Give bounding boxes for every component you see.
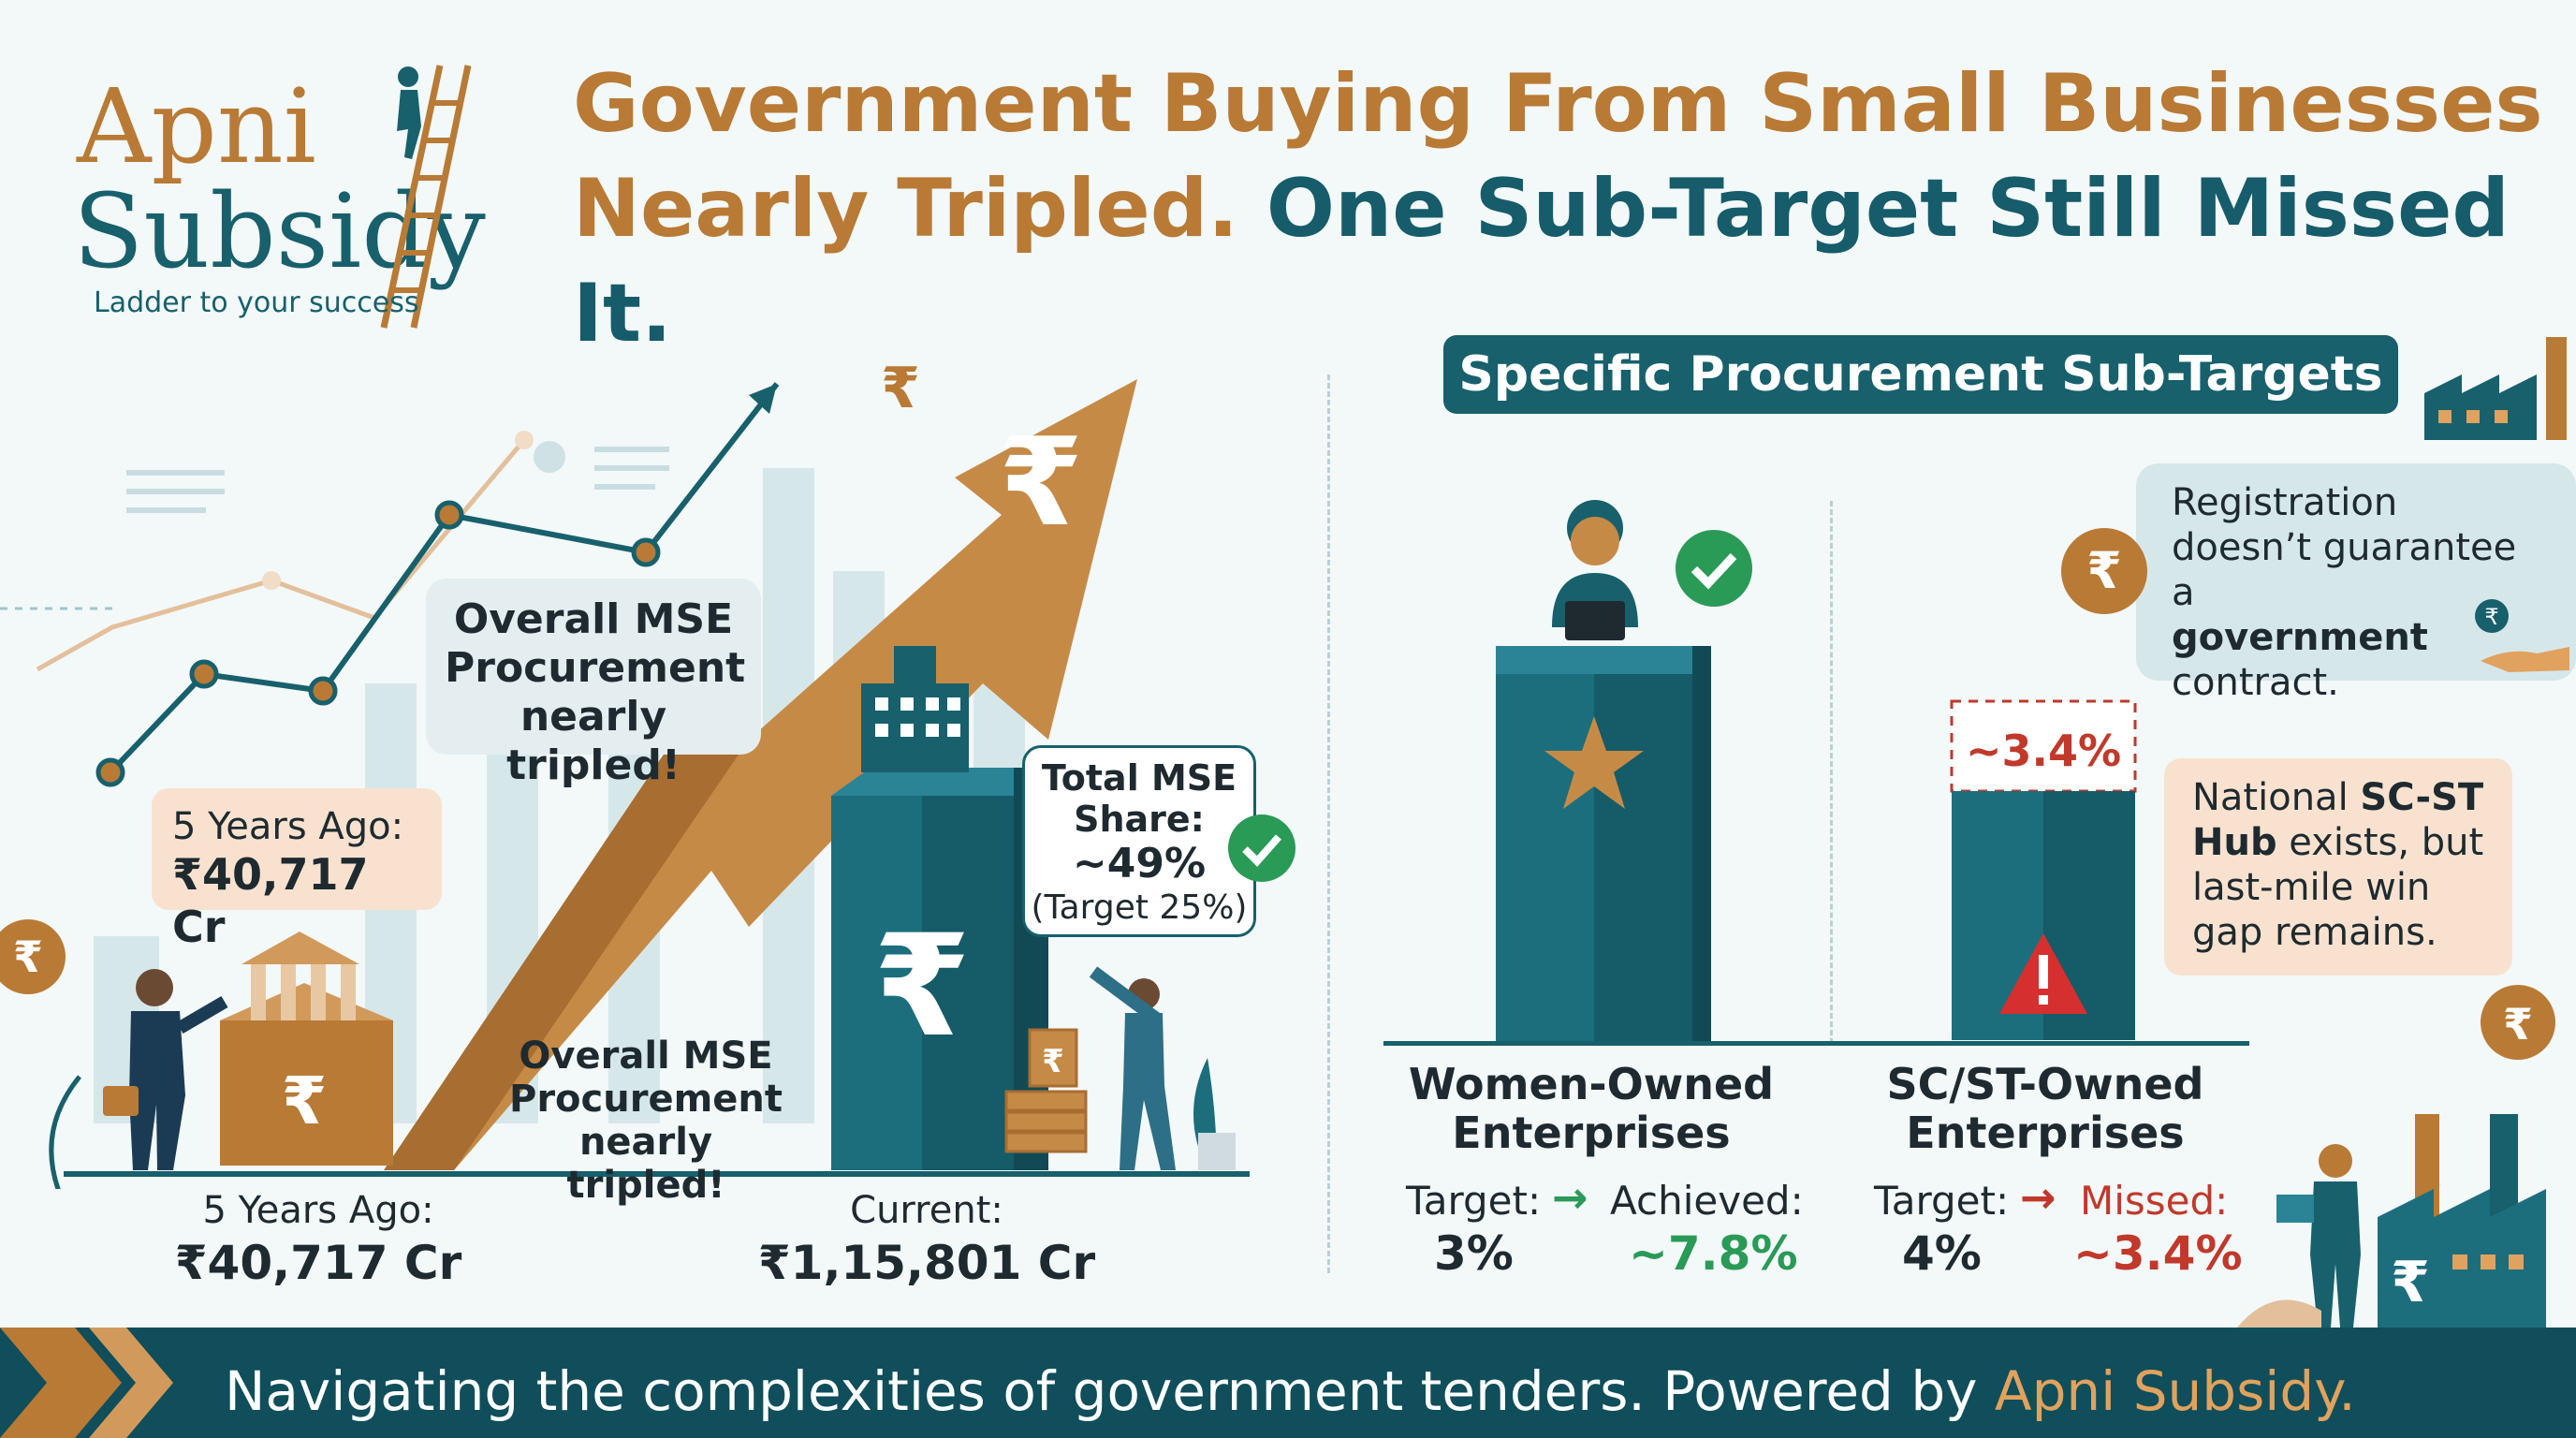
svg-text:₹: ₹ — [1042, 1043, 1064, 1080]
footer-chevron-icon — [0, 1328, 173, 1438]
svg-text:₹: ₹ — [13, 932, 43, 982]
svg-text:₹: ₹ — [881, 356, 920, 421]
women-result-value: ~7.8% — [1629, 1226, 1798, 1281]
title-line-1: Government Buying From Small Businesses — [573, 57, 2543, 151]
share-check-icon — [1228, 814, 1295, 882]
women-target-value: 3% — [1434, 1226, 1514, 1281]
note-scst-hub: National SC-ST Hub exists, but last-mile… — [2164, 758, 2512, 976]
scst-bar-illustration — [1950, 699, 2137, 1040]
scst-bar-label: ~3.4% — [1965, 726, 2122, 776]
note-hub-bold2: Hub — [2192, 821, 2277, 864]
title-missed: One Sub-Target Still Missed It. — [573, 162, 2510, 360]
page-title: Government Buying From Small Businesses … — [573, 51, 2548, 366]
scst-result-label: Missed: — [2080, 1178, 2229, 1224]
note-registration-line2: contract. — [2172, 661, 2339, 704]
share-target: (Target 25%) — [1031, 888, 1248, 927]
note-registration-bold: government — [2172, 616, 2428, 659]
subtargets-header: Specific Procurement Sub-Targets — [1443, 335, 2398, 414]
logo-word-apni: Apni — [77, 66, 316, 186]
factory-worker-illustration: ₹ ₹ — [2237, 985, 2555, 1328]
svg-text:₹: ₹ — [2391, 1250, 2430, 1315]
footer-bar — [0, 1328, 2576, 1438]
footer-main: Navigating the complexities of governmen… — [225, 1359, 1995, 1423]
brand-logo: Apni Subsidy — [56, 56, 505, 329]
logo-tagline: Ladder to your success — [94, 286, 419, 319]
past-value-bubble: 5 Years Ago: ₹40,717 Cr — [152, 788, 442, 952]
rupee-coin-icon: ₹ — [2061, 528, 2147, 614]
past-bubble-label: 5 Years Ago: — [172, 805, 404, 848]
panel-divider — [1327, 374, 1330, 1273]
ladder-climber-icon — [380, 65, 472, 329]
svg-text:₹: ₹ — [873, 905, 971, 1068]
scst-result-value: ~3.4% — [2073, 1226, 2243, 1281]
women-arrow-icon: → — [1552, 1172, 1588, 1223]
right-baseline — [1383, 1041, 2249, 1046]
women-name: Women-Owned Enterprises — [1408, 1059, 1775, 1158]
scst-name: SC/ST-Owned Enterprises — [1886, 1059, 2204, 1158]
past-bubble-value: ₹40,717 Cr — [172, 849, 369, 952]
women-bar-illustration — [1496, 500, 1711, 1044]
women-result-label: Achieved: — [1610, 1178, 1804, 1224]
current-value: ₹1,15,801 Cr — [757, 1236, 1096, 1290]
scst-arrow-icon: → — [2020, 1172, 2056, 1223]
note-registration: Registration doesn’t guarantee a governm… — [2136, 463, 2576, 704]
hand-coin-icon: ₹ — [2475, 599, 2569, 672]
scst-target-value: 4% — [1902, 1226, 1982, 1281]
footer-brand: Apni Subsidy. — [1994, 1359, 2356, 1423]
share-title: Total MSE Share: — [1041, 757, 1237, 840]
note-registration-line1: Registration doesn’t guarantee a — [2172, 481, 2517, 614]
share-bubble: Total MSE Share: ~49% (Target 25%) — [1022, 745, 1256, 937]
note-hub-bold1: SC-ST — [2360, 776, 2484, 819]
women-target-label: Target: — [1406, 1178, 1542, 1224]
past-value: ₹40,717 Cr — [174, 1236, 462, 1290]
note-hub-pre: National — [2192, 776, 2361, 819]
svg-text:₹: ₹ — [2503, 999, 2533, 1049]
past-label: 5 Years Ago: — [202, 1189, 434, 1232]
current-label: Current: — [850, 1189, 1003, 1232]
logo-word-subsidy: Subsidy — [73, 171, 486, 291]
footer-text: Navigating the complexities of governmen… — [225, 1359, 2356, 1423]
callout-procurement-tripled-bottom: Overall MSE Procurement nearly tripled! — [509, 1034, 783, 1207]
bars-divider — [1830, 501, 1833, 1044]
svg-text:₹: ₹ — [282, 1063, 328, 1139]
scst-target-label: Target: — [1874, 1178, 2010, 1224]
share-value: ~49% — [1072, 840, 1207, 888]
svg-text:₹: ₹ — [2086, 541, 2122, 600]
svg-text:₹: ₹ — [2484, 604, 2498, 630]
callout-procurement-tripled-top: Overall MSE Procurement nearly tripled! — [426, 579, 761, 789]
factory-icon-top — [2424, 337, 2567, 440]
growth-illustration: ₹ ₹ ₹ ₹ ₹ ₹ — [0, 356, 1250, 1189]
title-tripled: Nearly Tripled. — [573, 162, 1238, 256]
note-hub-post: exists, but last-mile win gap remains. — [2192, 821, 2484, 954]
women-check-icon — [1676, 530, 1752, 607]
title-line-2: Nearly Tripled. One Sub-Target Still Mis… — [573, 156, 2548, 366]
svg-text:₹: ₹ — [999, 411, 1083, 553]
